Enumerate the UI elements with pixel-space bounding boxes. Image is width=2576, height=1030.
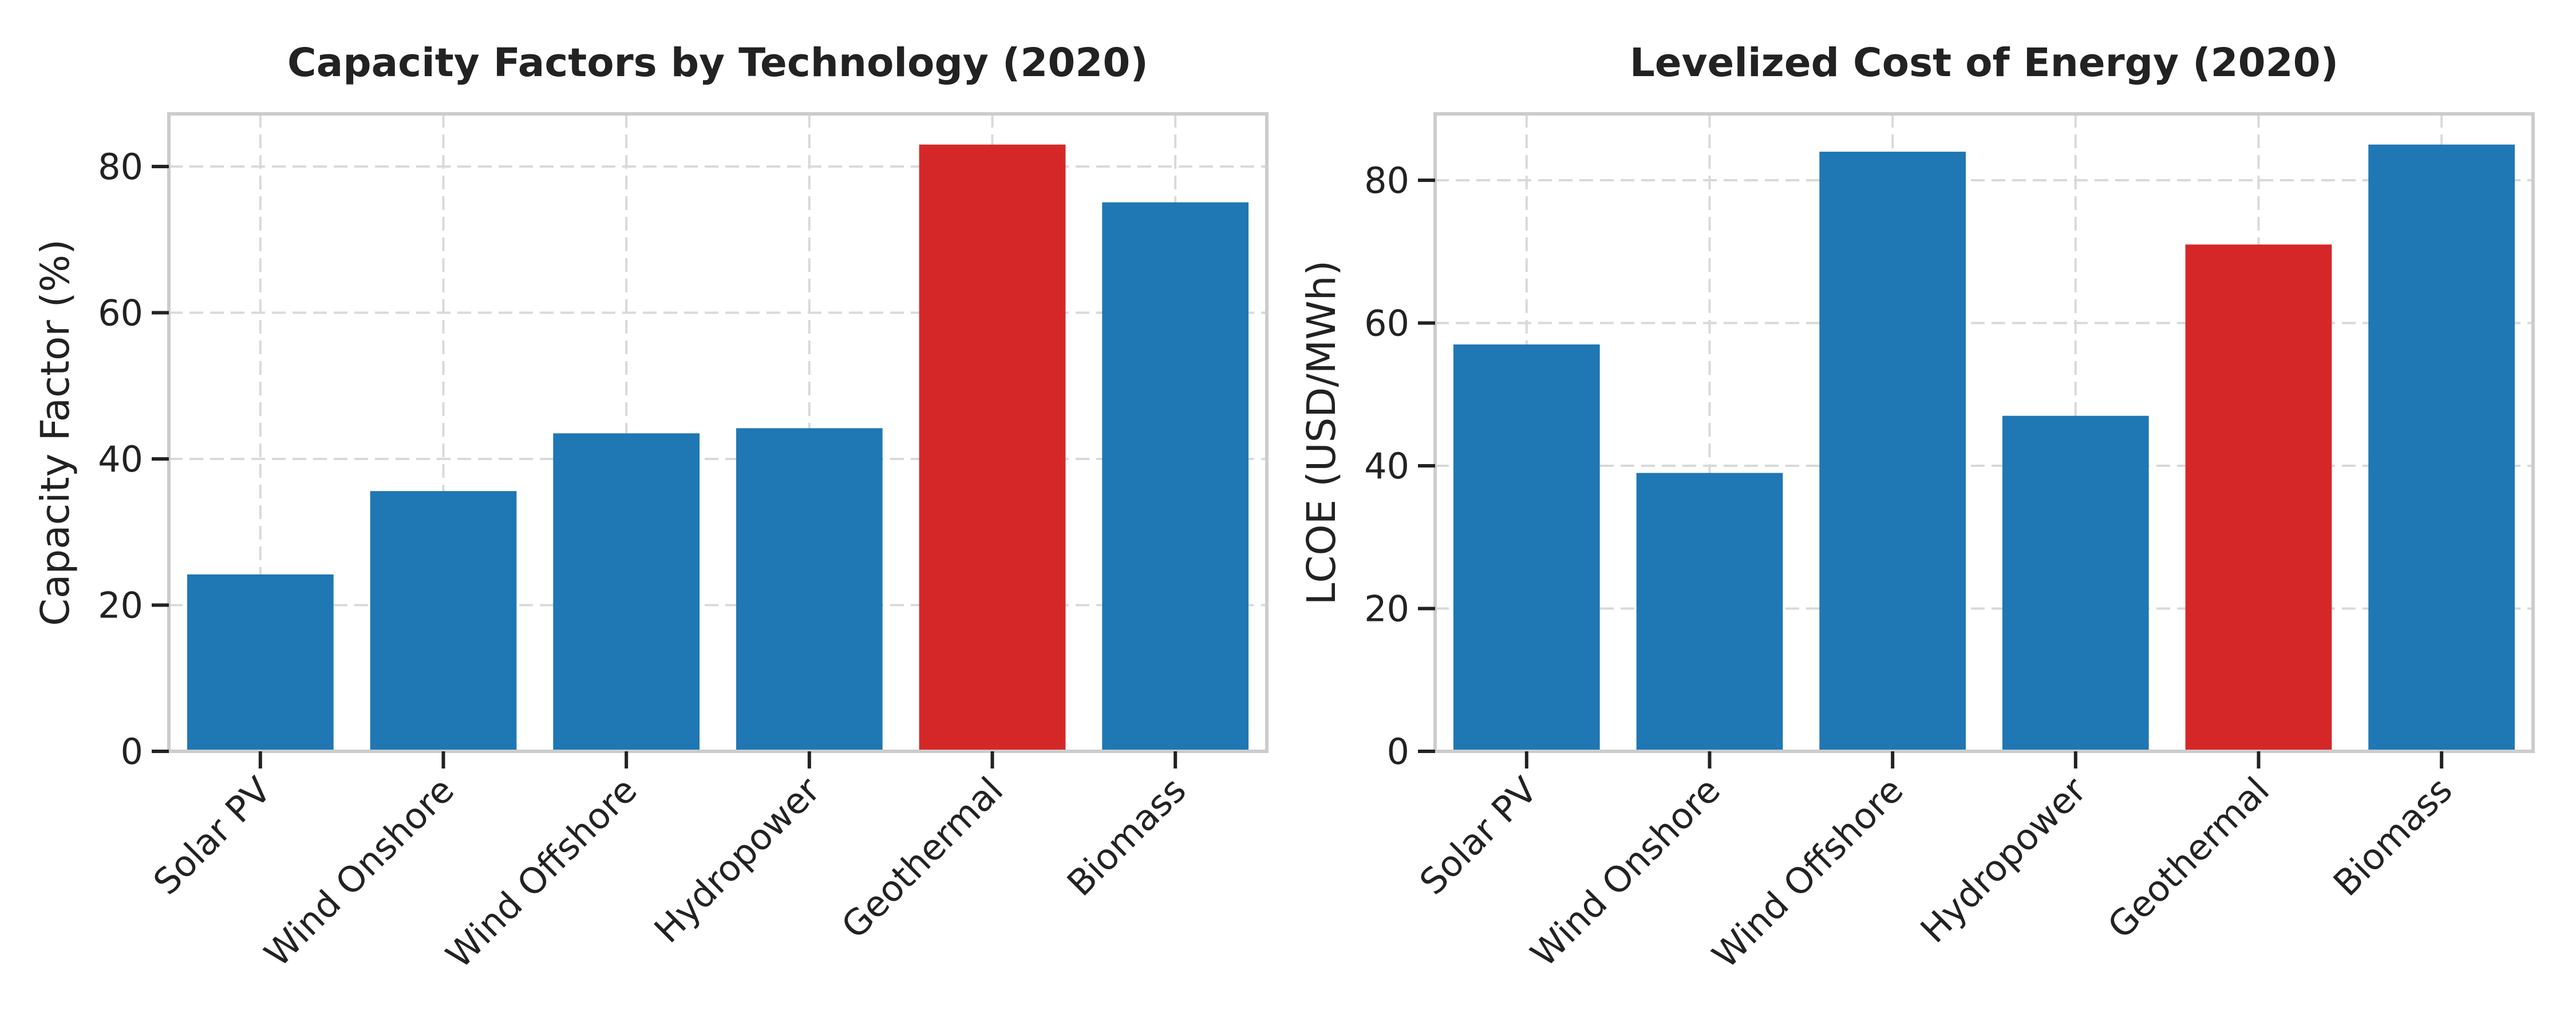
bar-geothermal: [2185, 244, 2332, 751]
y-tick-label: 60: [98, 292, 143, 334]
y-tick-label: 0: [121, 731, 143, 772]
y-tick-label: 60: [1364, 303, 1409, 344]
plot-frame: [167, 112, 1269, 753]
bar-wind-onshore: [370, 491, 517, 751]
y-tick-label: 40: [98, 438, 143, 480]
bar-solar-pv: [1453, 344, 1600, 751]
bar-geothermal: [919, 144, 1066, 751]
y-tick-label: 20: [1364, 588, 1409, 630]
y-axis-label: LCOE (USD/MWh): [1299, 260, 1345, 605]
y-tick-label: 80: [1364, 160, 1409, 201]
bar-solar-pv: [187, 574, 334, 751]
bar-wind-offshore: [553, 433, 700, 751]
bar-biomass: [1102, 202, 1249, 751]
plot-frame: [1433, 112, 2535, 753]
bar-wind-offshore: [1819, 152, 1966, 751]
bar-biomass: [2368, 144, 2515, 752]
bar-wind-onshore: [1636, 473, 1783, 751]
y-axis-label: Capacity Factor (%): [33, 239, 78, 626]
bar-hydropower: [736, 428, 883, 751]
chart-title: Capacity Factors by Technology (2020): [287, 40, 1148, 86]
y-tick-label: 80: [98, 146, 143, 188]
y-tick-label: 20: [98, 584, 143, 626]
bar-hydropower: [2002, 415, 2149, 751]
chart-title: Levelized Cost of Energy (2020): [1630, 40, 2338, 86]
y-tick-label: 0: [1387, 731, 1409, 772]
y-tick-label: 40: [1364, 445, 1409, 487]
